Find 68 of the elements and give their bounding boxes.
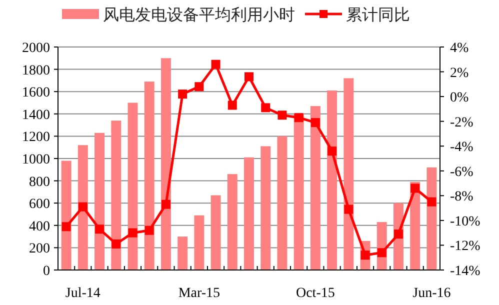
point [294,113,304,122]
point [62,222,71,232]
point [344,204,354,214]
bar [344,78,354,270]
x-tick-label: Jul-14 [65,286,100,301]
bar [294,114,304,270]
y2-tick-label: 0% [450,90,469,106]
point [178,90,188,99]
y-tick-label: 1600 [22,86,50,101]
y-tick-label: 1800 [22,63,50,78]
y2-tick-label: 2% [450,66,469,81]
bar [310,106,320,270]
bar [178,236,188,270]
point [244,72,254,82]
y-tick-label: 1000 [22,152,50,168]
bar [94,132,105,270]
point [112,239,121,248]
bar [78,145,88,270]
x-tick-label: Oct-15 [296,286,335,301]
y2-tick-label: -14% [450,264,481,279]
bar [426,167,437,270]
point [144,226,154,235]
point [211,60,220,69]
y-tick-label: 2000 [22,41,50,56]
point [328,146,337,156]
point [194,82,204,92]
x-tick-label: Mar-15 [178,286,220,301]
bar [227,174,238,270]
y-tick-label: 400 [29,219,50,234]
point [95,224,104,234]
point [377,248,386,258]
point [228,100,237,110]
point [427,197,436,206]
y-tick-label: 800 [29,174,50,190]
bar [61,160,72,270]
y2-tick-label: -6% [450,164,474,180]
bar [327,90,338,270]
point [161,200,170,209]
y2-tick-label: -2% [450,115,474,130]
x-tick-label: Jun-16 [412,286,451,301]
y-tick-label: 1400 [22,108,50,123]
bar [111,120,122,270]
point [128,228,138,238]
bar [144,82,154,270]
point [261,103,270,112]
y2-tick-label: -8% [450,190,474,205]
y-tick-label: 200 [29,242,50,257]
bar [194,215,204,270]
bar [277,136,288,270]
bar [260,146,271,270]
point [394,230,403,239]
y-tick-label: 0 [43,264,50,279]
point [310,118,320,128]
point [278,110,287,120]
y-tick-label: 600 [29,197,50,212]
legend-label: 风电发电设备平均利用小时 [103,6,295,24]
y2-tick-label: -10% [450,214,481,230]
y-tick-label: 1200 [22,130,50,146]
y2-tick-label: 4% [450,41,469,56]
bar [160,58,171,270]
point [410,184,420,193]
legend-label: 累计同比 [346,6,410,24]
bar [244,157,254,270]
point [78,202,88,212]
bar [210,195,221,270]
y2-tick-label: -12% [450,239,481,254]
y2-tick-label: -4% [450,140,474,156]
bar [128,102,138,270]
